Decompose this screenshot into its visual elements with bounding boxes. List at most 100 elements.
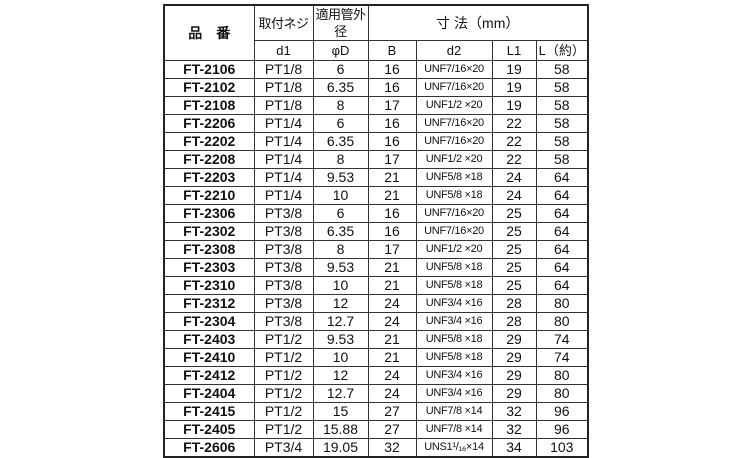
cell-dim-l1: 19: [491, 78, 537, 97]
cell-dim-d2: UNF5/8 ×18: [415, 276, 493, 295]
cell-dim-d2: UNF5/8 ×18: [415, 348, 493, 367]
cell-tube-od: 6: [312, 204, 369, 223]
table-row: FT-2415 PT1/2 15 27 UNF7/8 ×14 32 96: [163, 402, 589, 421]
cell-dim-l: 58: [535, 150, 589, 169]
cell-dim-d2: UNF3/4 ×16: [415, 384, 493, 403]
cell-dim-l1: 19: [491, 60, 537, 79]
cell-dim-b: 16: [367, 222, 417, 241]
header-tube-od: 適用管外径: [312, 4, 369, 41]
cell-tube-od: 8: [312, 240, 369, 259]
cell-dim-l: 64: [535, 168, 589, 187]
cell-dim-b: 16: [367, 114, 417, 133]
cell-dim-d2: UNF7/16×20: [415, 60, 493, 79]
cell-dim-l1: 25: [491, 258, 537, 277]
cell-tube-od: 8: [312, 96, 369, 115]
cell-thread-d1: PT3/8: [253, 276, 314, 295]
cell-dim-l1: 28: [491, 294, 537, 313]
cell-thread-d1: PT1/4: [253, 168, 314, 187]
cell-part-no: FT-2412: [163, 366, 255, 385]
cell-dim-d2: UNF5/8 ×18: [415, 330, 493, 349]
cell-tube-od: 15: [312, 402, 369, 421]
cell-dim-l: 80: [535, 294, 589, 313]
header-B: B: [367, 40, 417, 61]
cell-thread-d1: PT1/2: [253, 384, 314, 403]
cell-dim-b: 21: [367, 330, 417, 349]
cell-dim-d2: UNF1/2 ×20: [415, 240, 493, 259]
cell-thread-d1: PT1/8: [253, 78, 314, 97]
table-row: FT-2308 PT3/8 8 17 UNF1/2 ×20 25 64: [163, 240, 589, 259]
cell-thread-d1: PT1/4: [253, 186, 314, 205]
cell-dim-l: 58: [535, 114, 589, 133]
cell-dim-b: 24: [367, 312, 417, 331]
cell-dim-l1: 29: [491, 348, 537, 367]
cell-dim-l1: 25: [491, 240, 537, 259]
cell-dim-d2: UNF7/16×20: [415, 78, 493, 97]
cell-dim-l1: 22: [491, 150, 537, 169]
cell-thread-d1: PT1/4: [253, 114, 314, 133]
cell-dim-l1: 22: [491, 132, 537, 151]
table-row: FT-2410 PT1/2 10 21 UNF5/8 ×18 29 74: [163, 348, 589, 367]
cell-part-no: FT-2606: [163, 438, 255, 458]
cell-dim-l: 58: [535, 96, 589, 115]
cell-dim-d2: UNF7/8 ×14: [415, 420, 493, 439]
cell-thread-d1: PT1/4: [253, 132, 314, 151]
cell-thread-d1: PT1/8: [253, 96, 314, 115]
cell-tube-od: 12.7: [312, 312, 369, 331]
cell-dim-l1: 29: [491, 384, 537, 403]
cell-tube-od: 12.7: [312, 384, 369, 403]
table-row: FT-2405 PT1/2 15.88 27 UNF7/8 ×14 32 96: [163, 420, 589, 439]
cell-dim-d2: UNF7/16×20: [415, 204, 493, 223]
cell-dim-l1: 25: [491, 222, 537, 241]
cell-part-no: FT-2304: [163, 312, 255, 331]
cell-thread-d1: PT3/8: [253, 222, 314, 241]
spec-table: 品 番 取付ネジ 適用管外径 寸 法（mm） d1 φD B d2 L1 L（約…: [163, 4, 589, 458]
cell-dim-l1: 25: [491, 276, 537, 295]
cell-dim-b: 27: [367, 420, 417, 439]
cell-part-no: FT-2102: [163, 78, 255, 97]
table-row: FT-2304 PT3/8 12.7 24 UNF3/4 ×16 28 80: [163, 312, 589, 331]
header-L: L（約）: [535, 40, 589, 61]
cell-thread-d1: PT3/8: [253, 294, 314, 313]
cell-part-no: FT-2206: [163, 114, 255, 133]
table-row: FT-2403 PT1/2 9.53 21 UNF5/8 ×18 29 74: [163, 330, 589, 349]
cell-dim-b: 21: [367, 258, 417, 277]
cell-dim-d2: UNF7/8 ×14: [415, 402, 493, 421]
cell-part-no: FT-2404: [163, 384, 255, 403]
cell-dim-b: 17: [367, 150, 417, 169]
cell-dim-b: 21: [367, 168, 417, 187]
cell-tube-od: 12: [312, 366, 369, 385]
cell-dim-l: 64: [535, 258, 589, 277]
cell-dim-l: 96: [535, 402, 589, 421]
cell-dim-l1: 28: [491, 312, 537, 331]
cell-part-no: FT-2312: [163, 294, 255, 313]
cell-dim-l: 80: [535, 312, 589, 331]
cell-dim-b: 16: [367, 60, 417, 79]
table-row: FT-2606 PT3/4 19.05 32 UNS1¹/₁₆×14 34 103: [163, 438, 589, 458]
cell-part-no: FT-2106: [163, 60, 255, 79]
table-row: FT-2302 PT3/8 6.35 16 UNF7/16×20 25 64: [163, 222, 589, 241]
cell-thread-d1: PT1/2: [253, 348, 314, 367]
cell-dim-b: 24: [367, 294, 417, 313]
cell-tube-od: 10: [312, 276, 369, 295]
table-row: FT-2102 PT1/8 6.35 16 UNF7/16×20 19 58: [163, 78, 589, 97]
cell-dim-l: 103: [535, 438, 589, 458]
header-thread: 取付ネジ: [253, 4, 314, 41]
cell-dim-l1: 34: [491, 438, 537, 458]
table-row: FT-2203 PT1/4 9.53 21 UNF5/8 ×18 24 64: [163, 168, 589, 187]
cell-dim-d2: UNF5/8 ×18: [415, 168, 493, 187]
cell-dim-l1: 19: [491, 96, 537, 115]
cell-tube-od: 10: [312, 186, 369, 205]
table-row: FT-2202 PT1/4 6.35 16 UNF7/16×20 22 58: [163, 132, 589, 151]
table-row: FT-2210 PT1/4 10 21 UNF5/8 ×18 24 64: [163, 186, 589, 205]
cell-tube-od: 15.88: [312, 420, 369, 439]
cell-part-no: FT-2208: [163, 150, 255, 169]
cell-thread-d1: PT3/8: [253, 312, 314, 331]
cell-tube-od: 8: [312, 150, 369, 169]
cell-dim-l: 64: [535, 276, 589, 295]
cell-dim-l: 58: [535, 132, 589, 151]
cell-tube-od: 6: [312, 60, 369, 79]
cell-dim-b: 21: [367, 348, 417, 367]
cell-dim-l: 64: [535, 204, 589, 223]
cell-tube-od: 19.05: [312, 438, 369, 458]
table-row: FT-2206 PT1/4 6 16 UNF7/16×20 22 58: [163, 114, 589, 133]
